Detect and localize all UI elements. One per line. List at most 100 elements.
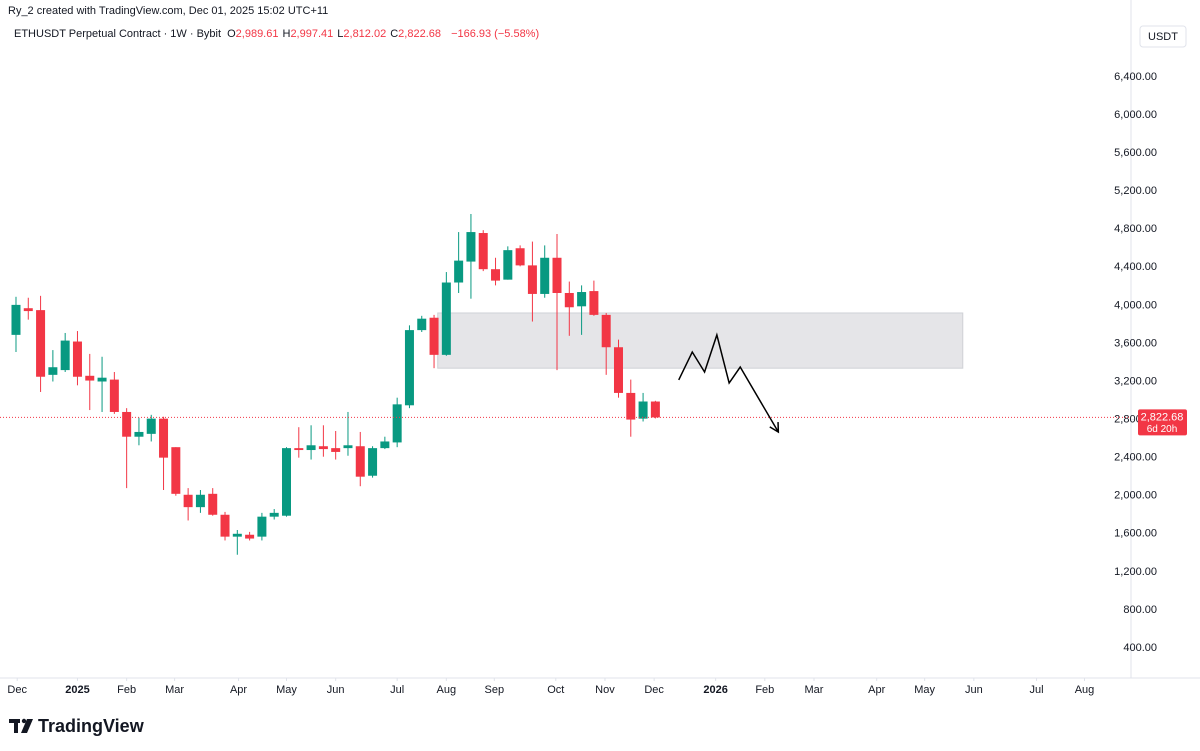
y-tick-label: 6,400.00 (1114, 71, 1157, 83)
x-tick-label: Jun (327, 684, 345, 696)
candle-body (478, 233, 488, 270)
candle-body (195, 494, 205, 508)
candle-body (318, 446, 328, 450)
candle-body (306, 445, 316, 451)
arrow-head (769, 422, 780, 434)
candle-body (601, 314, 611, 348)
candle-body (638, 401, 648, 419)
zone (437, 312, 964, 369)
candle-body (577, 292, 587, 307)
y-tick-label: 5,600.00 (1114, 147, 1157, 159)
y-tick-label: 3,200.00 (1114, 375, 1157, 387)
y-tick-label: 800.00 (1123, 604, 1157, 616)
x-tick-label: Jul (390, 684, 404, 696)
symbol: ETHUSDT Perpetual Contract · 1W · Bybit (14, 28, 222, 40)
y-tick-label: 5,200.00 (1114, 185, 1157, 197)
candle-body (48, 367, 58, 375)
candle-body (23, 308, 33, 312)
candle-body (245, 534, 255, 539)
candle-body (454, 260, 464, 283)
candle-body (232, 533, 242, 537)
y-tick-label: 1,600.00 (1114, 528, 1157, 540)
candle-body (281, 448, 291, 516)
x-tick-label: Dec (7, 684, 27, 696)
candle-body (343, 445, 353, 449)
candle-body (97, 377, 107, 382)
ohlc-value: 2,989.61 (235, 28, 279, 40)
candle-body (220, 514, 230, 537)
x-tick-label: Jul (1030, 684, 1044, 696)
candle-body (368, 448, 378, 476)
y-tick-label: 3,600.00 (1114, 337, 1157, 349)
candle-body (491, 269, 501, 281)
candle-body (552, 257, 562, 293)
candle-body (564, 292, 574, 308)
y-tick-label: 4,800.00 (1114, 223, 1157, 235)
candle-body (122, 411, 132, 437)
candle-body (208, 493, 218, 515)
last-price-box (1138, 409, 1187, 436)
x-tick-label: May (914, 684, 935, 696)
y-tick-label: 2,400.00 (1114, 452, 1157, 464)
candle-body (355, 446, 365, 477)
candle-body (626, 392, 636, 420)
candle-body (466, 232, 476, 262)
candle-body (36, 310, 46, 377)
candle-body (257, 516, 267, 537)
x-tick-label: 2025 (65, 684, 89, 696)
x-tick-label: Aug (1075, 684, 1095, 696)
candle-body (503, 250, 513, 280)
ohlc-value: 2,812.02 (343, 28, 387, 40)
candle-body (417, 318, 427, 331)
candle-body (72, 341, 82, 377)
currency-button[interactable] (1139, 25, 1187, 48)
ohlc-key: O (227, 28, 236, 40)
x-tick-label: Aug (437, 684, 457, 696)
ohlc-key: L (337, 28, 344, 40)
y-tick-label: 400.00 (1123, 642, 1157, 654)
x-tick-label: Nov (595, 684, 615, 696)
y-tick-label: 6,000.00 (1114, 109, 1157, 121)
x-tick-label: Jun (965, 684, 983, 696)
ohlc-value: 2,997.41 (290, 28, 334, 40)
x-tick-label: Apr (230, 684, 247, 696)
legend: ETHUSDT Perpetual Contract · 1W · Bybit … (14, 28, 542, 40)
logo-icon (9, 718, 33, 733)
candle-body (392, 404, 402, 443)
candle-body (540, 257, 550, 294)
y-tick-label: 2,000.00 (1114, 490, 1157, 502)
last-price-label: 2,822.68 (1141, 411, 1184, 423)
x-tick-label: Apr (868, 684, 885, 696)
x-tick-label: Feb (755, 684, 774, 696)
candle-body (109, 379, 119, 412)
candle-body (589, 291, 599, 315)
candle-body (650, 401, 660, 418)
ohlc: O2,989.61 H2,997.41 L2,812.02 C2,822.68 (227, 28, 445, 40)
x-tick-label: Oct (547, 684, 564, 696)
candle-body (134, 431, 144, 437)
candle-body (60, 340, 70, 371)
candle-body (171, 447, 181, 494)
candle-body (269, 512, 279, 517)
x-tick-label: Feb (117, 684, 136, 696)
candle-body (331, 448, 341, 452)
candle-body (515, 248, 525, 266)
x-tick-label: May (276, 684, 297, 696)
y-tick-label: 4,000.00 (1114, 299, 1157, 311)
candle-body (613, 347, 623, 393)
candle-body (159, 418, 169, 458)
y-tick-label: 4,400.00 (1114, 261, 1157, 273)
credit: Ry_2 created with TradingView.com, Dec 0… (8, 5, 329, 17)
candle-body (85, 375, 95, 381)
candle-body (441, 282, 451, 355)
ohlc-key: H (282, 28, 291, 40)
candle-body (429, 317, 439, 355)
currency-label[interactable]: USDT (1148, 31, 1178, 43)
candle-body (294, 448, 304, 451)
ohlc-value: 2,822.68 (398, 28, 441, 40)
candle-body (404, 330, 414, 406)
x-tick-label: Mar (165, 684, 184, 696)
candle-body (183, 494, 193, 508)
change: −166.93 (−5.58%) (451, 28, 540, 40)
